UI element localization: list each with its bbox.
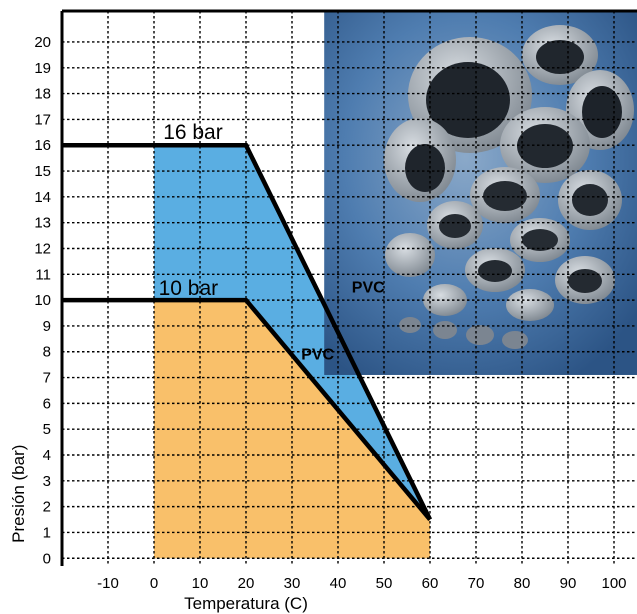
y-axis-title: Presión (bar) xyxy=(9,445,28,543)
y-tick-label: 16 xyxy=(34,137,51,154)
y-tick-label: 4 xyxy=(43,447,51,464)
x-tick-label: 10 xyxy=(192,575,209,592)
y-tick-label: 0 xyxy=(43,550,51,567)
plot-frame xyxy=(60,9,637,566)
series-label-10-bar: 10 bar xyxy=(159,277,219,300)
y-tick-label: 9 xyxy=(43,318,51,335)
curve-label-pvc-10: PVC xyxy=(301,346,334,363)
pipe-fittings-photo xyxy=(324,11,637,375)
y-tick-label: 20 xyxy=(34,34,51,51)
y-tick-label: 6 xyxy=(43,395,51,412)
y-tick-label: 1 xyxy=(43,524,51,541)
y-tick-label: 7 xyxy=(43,370,51,387)
series-line-0 xyxy=(62,142,433,521)
x-tick-label: 80 xyxy=(514,575,531,592)
series-label-16-bar: 16 bar xyxy=(163,121,223,144)
y-tick-label: 2 xyxy=(43,499,51,516)
x-tick-label: 30 xyxy=(284,575,301,592)
curve-label-pvc-16: PVC xyxy=(352,279,385,296)
y-tick-label: 15 xyxy=(34,163,51,180)
x-tick-label: 70 xyxy=(468,575,485,592)
x-tick-label: 100 xyxy=(601,575,626,592)
y-tick-label: 18 xyxy=(34,86,51,103)
x-tick-label: -10 xyxy=(97,575,119,592)
y-tick-label: 8 xyxy=(43,344,51,361)
x-tick-label: 20 xyxy=(238,575,255,592)
y-tick-label: 10 xyxy=(34,292,51,309)
x-tick-label: 0 xyxy=(150,575,158,592)
x-tick-label: 50 xyxy=(376,575,393,592)
x-tick-label: 90 xyxy=(560,575,577,592)
series-line-1 xyxy=(62,297,432,521)
y-tick-label: 3 xyxy=(43,473,51,490)
x-tick-label: 60 xyxy=(422,575,439,592)
y-tick-label: 19 xyxy=(34,60,51,77)
y-tick-label: 14 xyxy=(34,189,51,206)
x-tick-labels: -10 0 10 20 30 40 50 60 70 80 90 100 xyxy=(97,575,626,592)
y-tick-label: 12 xyxy=(34,240,51,257)
x-axis-title: Temperatura (C) xyxy=(184,594,308,613)
y-tick-label: 5 xyxy=(43,421,51,438)
y-tick-label: 11 xyxy=(35,266,51,283)
x-tick-label: 40 xyxy=(330,575,347,592)
y-tick-label: 17 xyxy=(34,111,51,128)
series-lines xyxy=(62,142,433,521)
y-tick-label: 13 xyxy=(34,215,51,232)
